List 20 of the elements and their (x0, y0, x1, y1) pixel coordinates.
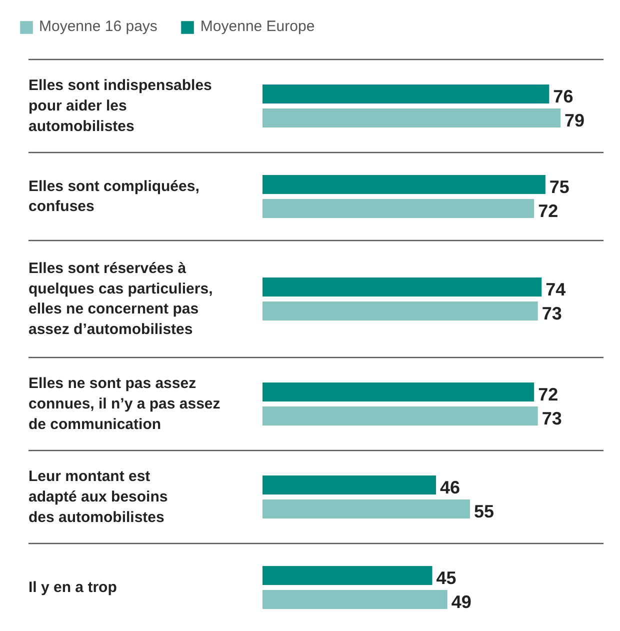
data-label: 73 (542, 408, 562, 428)
data-label: 45 (436, 568, 456, 588)
data-label: 74 (546, 280, 566, 300)
y-tick-label: Elles sont réservées à quelques cas particuliers, elles ne concernent pas assez d’automobilistes (28, 260, 213, 338)
data-label: 72 (538, 384, 558, 404)
data-label: 76 (553, 86, 574, 106)
data-label: 49 (451, 592, 472, 612)
data-label: 79 (564, 110, 585, 130)
data-label: 72 (538, 201, 558, 221)
data-label: 55 (474, 502, 494, 522)
data-label: 73 (542, 304, 562, 324)
y-tick-label: Elles ne sont pas assez connues, il n’y a pas assez de communication (28, 375, 220, 433)
y-tick-label: Leur montant est adapté aux besoins des automobilistes (28, 468, 168, 526)
y-tick-label: Il y en a trop (28, 579, 117, 596)
y-tick-label: Elles sont compliquées, confuses (28, 178, 200, 216)
y-tick-label: Elles sont indispensables pour aider les automobilistes (28, 77, 212, 135)
data-label: 75 (549, 177, 570, 197)
legend-label: Moyenne Europe (200, 18, 315, 35)
legend-label: Moyenne 16 pays (39, 18, 158, 35)
data-label: 46 (440, 478, 460, 498)
